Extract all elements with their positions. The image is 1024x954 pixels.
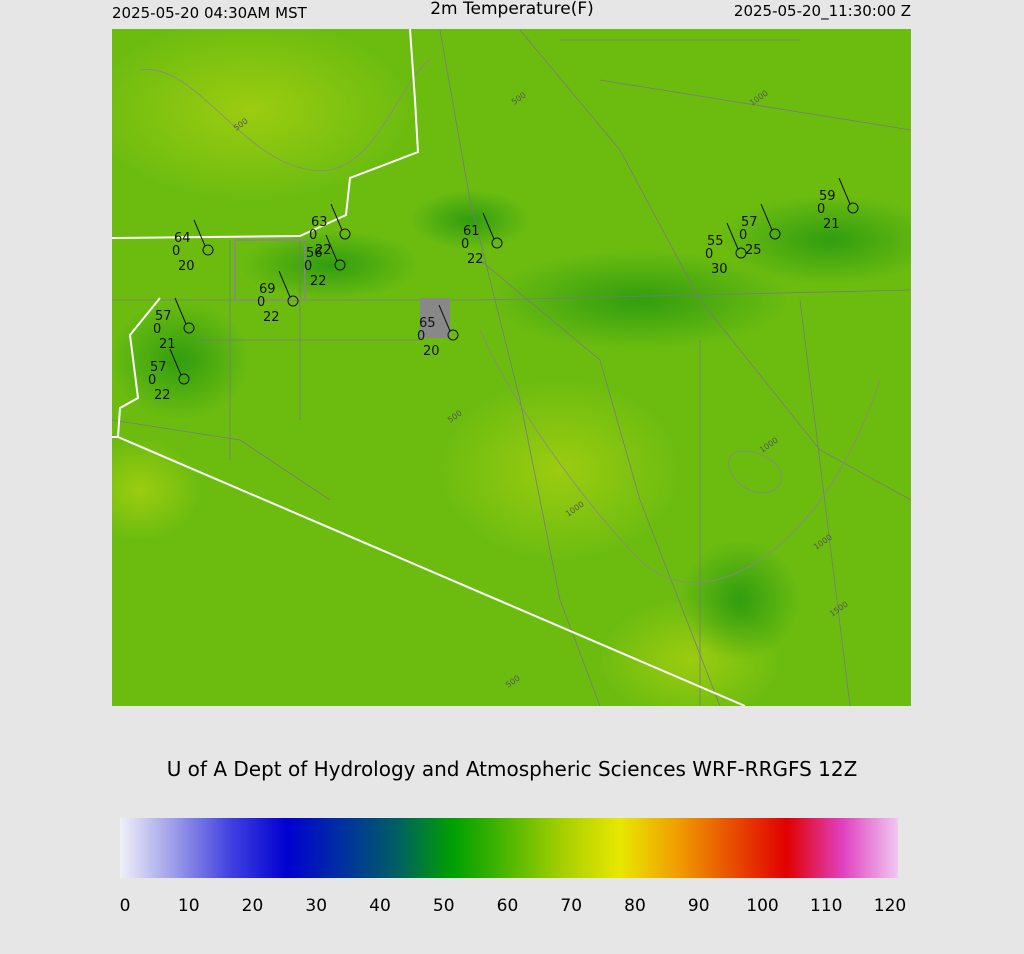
station-precip: 0 (705, 247, 713, 262)
station-temp: 59 (819, 189, 836, 204)
station-precip: 0 (309, 228, 317, 243)
station-precip: 0 (148, 373, 156, 388)
station-circle (202, 244, 214, 256)
colorbar-tick-label: 60 (497, 896, 519, 916)
station-dewpoint: 20 (178, 259, 195, 274)
station-dewpoint: 22 (315, 243, 332, 258)
station-temp: 56 (306, 246, 323, 261)
station-temp: 63 (311, 215, 328, 230)
colorbar-tick-label: 50 (433, 896, 455, 916)
wind-barb (169, 348, 182, 376)
valid-time-local: 2025-05-20 04:30AM MST (112, 4, 308, 22)
station-temp: 57 (741, 215, 758, 230)
colorbar-tick-label: 120 (874, 896, 906, 916)
colorbar-tick-label: 0 (120, 896, 131, 916)
wind-barb (174, 297, 187, 325)
station-temp: 57 (150, 360, 167, 375)
station-temp: 61 (463, 224, 480, 239)
station-dewpoint: 21 (159, 337, 176, 352)
station-circle (847, 202, 859, 214)
station-temp: 64 (174, 231, 191, 246)
station-circle (178, 373, 190, 385)
station-precip: 0 (739, 228, 747, 243)
colorbar-tick-label: 80 (624, 896, 646, 916)
station-circle (334, 259, 346, 271)
station-circle (287, 295, 299, 307)
colorbar-tick-label: 110 (810, 896, 842, 916)
wind-barb (330, 203, 343, 231)
station-precip: 0 (304, 259, 312, 274)
wind-barb (193, 219, 206, 247)
colorbar (120, 818, 898, 878)
station-temp: 69 (259, 282, 276, 297)
station-precip: 0 (172, 244, 180, 259)
station-circle (491, 237, 503, 249)
station-precip: 0 (817, 202, 825, 217)
wind-barb (482, 212, 495, 240)
wind-barb (438, 304, 451, 332)
station-dewpoint: 22 (154, 388, 171, 403)
wind-barb (726, 222, 739, 250)
colorbar-tick-label: 100 (746, 896, 778, 916)
station-circle (769, 228, 781, 240)
station-precip: 0 (257, 295, 265, 310)
station-precip: 0 (417, 329, 425, 344)
station-circle (183, 322, 195, 334)
credit: U of A Dept of Hydrology and Atmospheric… (167, 757, 858, 781)
wind-barb (838, 177, 851, 205)
map-title: 2m Temperature(F) (430, 0, 594, 19)
colorbar-tick-label: 70 (560, 896, 582, 916)
colorbar-tick-label: 10 (178, 896, 200, 916)
station-circle (735, 247, 747, 259)
colorbar-tick-label: 90 (688, 896, 710, 916)
station-precip: 0 (153, 322, 161, 337)
station-dewpoint: 25 (745, 243, 762, 258)
wind-barb (325, 234, 338, 262)
station-circle (339, 228, 351, 240)
wind-barb (760, 203, 773, 231)
station-dewpoint: 30 (711, 262, 728, 277)
station-precip: 0 (461, 237, 469, 252)
station-dewpoint: 21 (823, 217, 840, 232)
wind-barb (278, 270, 291, 298)
station-dewpoint: 22 (467, 252, 484, 267)
station-temp: 65 (419, 316, 436, 331)
station-dewpoint: 20 (423, 344, 440, 359)
station-temp: 55 (707, 234, 724, 249)
station-circle (447, 329, 459, 341)
colorbar-tick-label: 30 (305, 896, 327, 916)
station-temp: 57 (155, 309, 172, 324)
station-dewpoint: 22 (263, 310, 280, 325)
station-dewpoint: 22 (310, 274, 327, 289)
valid-time-utc: 2025-05-20_11:30:00 Z (734, 2, 911, 21)
colorbar-tick-label: 20 (242, 896, 264, 916)
colorbar-tick-label: 40 (369, 896, 391, 916)
